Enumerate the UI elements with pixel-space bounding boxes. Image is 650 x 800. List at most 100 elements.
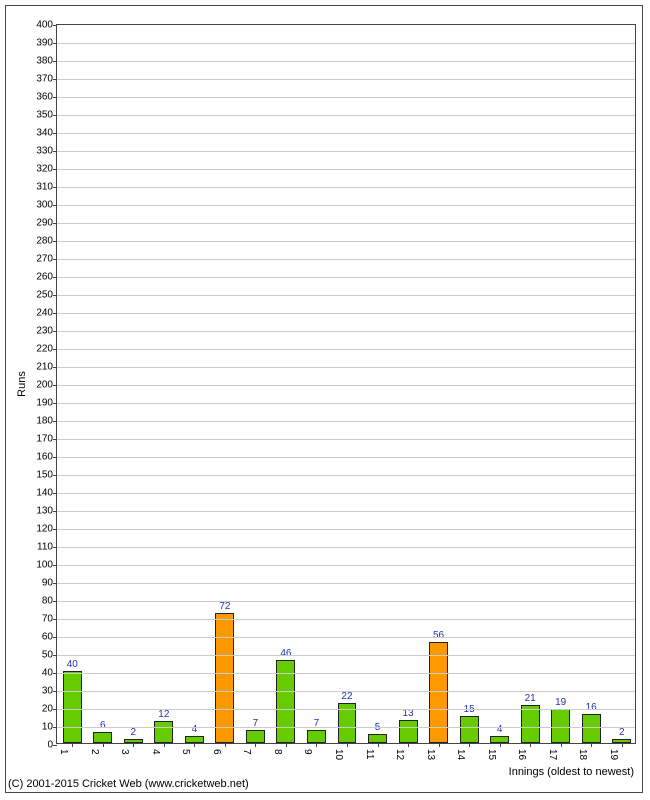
y-gridline <box>57 709 635 710</box>
x-tick-label: 2 <box>89 743 100 755</box>
y-gridline <box>57 79 635 80</box>
x-tick <box>316 743 317 747</box>
y-tick-label: 370 <box>36 74 57 85</box>
bar: 7 <box>246 730 265 743</box>
plot-area: 406212472746722513561542119162 010203040… <box>56 24 636 744</box>
y-tick-label: 280 <box>36 236 57 247</box>
y-tick-label: 120 <box>36 524 57 535</box>
y-gridline <box>57 655 635 656</box>
y-gridline <box>57 115 635 116</box>
bar: 15 <box>460 716 479 743</box>
x-tick <box>164 743 165 747</box>
x-tick-label: 3 <box>119 743 130 755</box>
bar: 72 <box>215 613 234 743</box>
bar-value-label: 72 <box>219 601 230 614</box>
x-tick-label: 15 <box>486 743 497 760</box>
x-tick-label: 16 <box>516 743 527 760</box>
y-tick-label: 180 <box>36 416 57 427</box>
y-tick-label: 210 <box>36 362 57 373</box>
y-tick-label: 170 <box>36 434 57 445</box>
y-gridline <box>57 187 635 188</box>
y-tick-label: 0 <box>47 740 57 751</box>
y-gridline <box>57 385 635 386</box>
x-tick <box>194 743 195 747</box>
x-tick-label: 7 <box>241 743 252 755</box>
y-gridline <box>57 421 635 422</box>
y-tick-label: 200 <box>36 380 57 391</box>
x-tick <box>591 743 592 747</box>
x-tick <box>378 743 379 747</box>
bar: 7 <box>307 730 326 743</box>
y-tick-label: 190 <box>36 398 57 409</box>
x-tick-label: 5 <box>180 743 191 755</box>
y-gridline <box>57 151 635 152</box>
y-gridline <box>57 637 635 638</box>
y-tick-label: 60 <box>42 632 57 643</box>
x-tick-label: 8 <box>272 743 283 755</box>
y-gridline <box>57 673 635 674</box>
bar-value-label: 15 <box>464 704 475 717</box>
x-tick-label: 19 <box>608 743 619 760</box>
y-gridline <box>57 43 635 44</box>
y-tick-label: 270 <box>36 254 57 265</box>
y-tick-label: 360 <box>36 92 57 103</box>
y-gridline <box>57 619 635 620</box>
bar: 4 <box>185 736 204 743</box>
x-tick-label: 10 <box>333 743 344 760</box>
bar-value-label: 7 <box>314 718 320 731</box>
y-gridline <box>57 565 635 566</box>
y-gridline <box>57 727 635 728</box>
bar: 5 <box>368 734 387 743</box>
y-tick-label: 30 <box>42 686 57 697</box>
y-gridline <box>57 529 635 530</box>
x-tick <box>469 743 470 747</box>
x-tick <box>500 743 501 747</box>
y-gridline <box>57 457 635 458</box>
y-gridline <box>57 493 635 494</box>
y-tick-label: 140 <box>36 488 57 499</box>
y-gridline <box>57 223 635 224</box>
y-gridline <box>57 475 635 476</box>
x-tick <box>103 743 104 747</box>
chart-frame: 406212472746722513561542119162 010203040… <box>5 5 643 793</box>
x-tick-label: 4 <box>150 743 161 755</box>
x-tick <box>286 743 287 747</box>
bar: 13 <box>399 720 418 743</box>
y-tick-label: 150 <box>36 470 57 481</box>
x-tick-label: 18 <box>577 743 588 760</box>
bar-value-label: 12 <box>158 709 169 722</box>
bar: 21 <box>521 705 540 743</box>
y-tick-label: 20 <box>42 704 57 715</box>
x-tick-label: 14 <box>455 743 466 760</box>
y-tick-label: 380 <box>36 56 57 67</box>
bar: 19 <box>551 709 570 743</box>
y-tick-label: 110 <box>37 542 57 553</box>
y-gridline <box>57 133 635 134</box>
y-tick-label: 220 <box>36 344 57 355</box>
x-tick-label: 1 <box>58 743 69 755</box>
y-tick-label: 160 <box>36 452 57 463</box>
y-gridline <box>57 601 635 602</box>
y-gridline <box>57 439 635 440</box>
y-gridline <box>57 367 635 368</box>
y-tick-label: 390 <box>36 38 57 49</box>
y-tick-label: 80 <box>42 596 57 607</box>
y-tick-label: 300 <box>36 200 57 211</box>
bar-value-label: 4 <box>192 724 198 737</box>
bar: 12 <box>154 721 173 743</box>
y-tick-label: 320 <box>36 164 57 175</box>
y-gridline <box>57 259 635 260</box>
y-tick-label: 400 <box>36 20 57 31</box>
bar-value-label: 5 <box>375 722 381 735</box>
y-tick-label: 330 <box>36 146 57 157</box>
y-tick-label: 250 <box>36 290 57 301</box>
x-tick-label: 13 <box>425 743 436 760</box>
x-tick <box>225 743 226 747</box>
x-tick <box>622 743 623 747</box>
x-tick-label: 11 <box>364 743 375 759</box>
bar-value-label: 21 <box>525 693 536 706</box>
bar: 6 <box>93 732 112 743</box>
bar-value-label: 4 <box>497 724 503 737</box>
y-gridline <box>57 691 635 692</box>
y-gridline <box>57 61 635 62</box>
